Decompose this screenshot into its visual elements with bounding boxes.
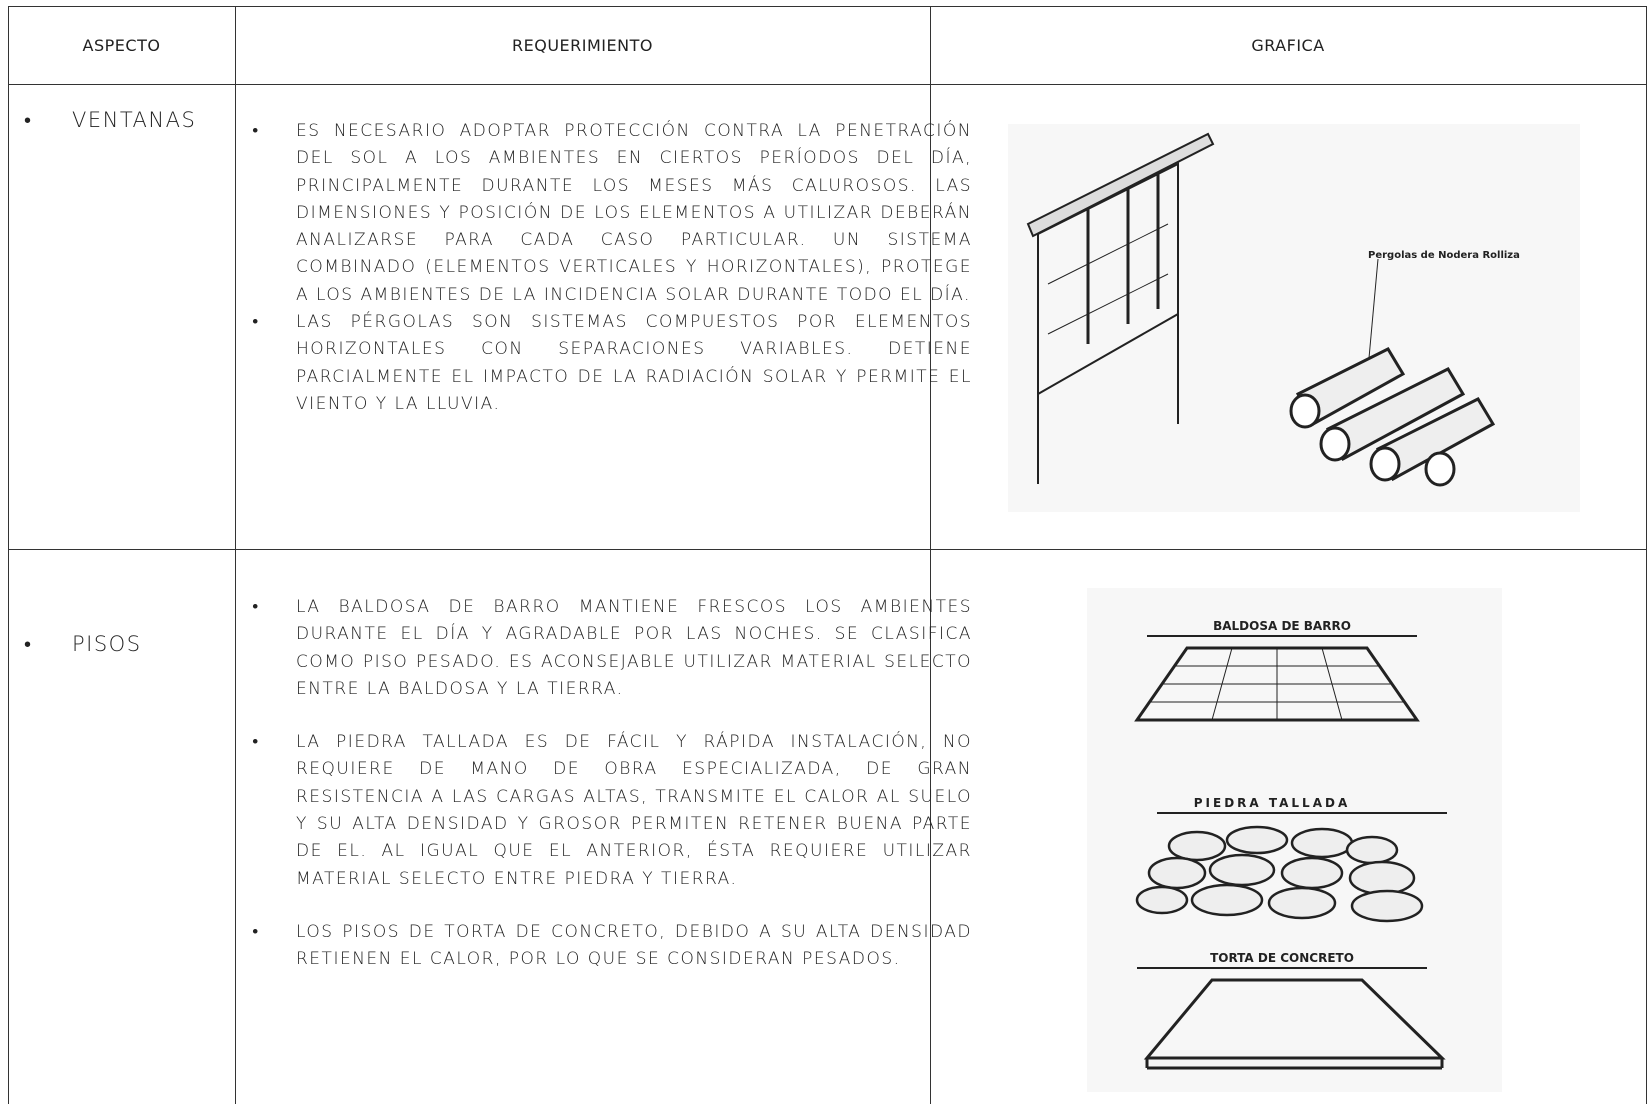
table-border: [8, 6, 1647, 7]
figure-label: Pergolas de Nodera Rolliza: [1368, 250, 1520, 261]
aspect: VENTANAS: [24, 108, 196, 133]
header-cell: ASPECTO: [82, 35, 161, 55]
requirement: LAS PÉRGOLAS SON SISTEMAS COMPUESTOS POR…: [246, 309, 972, 418]
pergola-figure: Pergolas de Nodera Rolliza: [1008, 124, 1580, 512]
requirement-list: LA BALDOSA DE BARRO MANTIENE FRESCOS LOS…: [246, 594, 972, 1000]
requirement-list: ES NECESARIO ADOPTAR PROTECCIÓN CONTRA L…: [246, 118, 972, 418]
table-border: [8, 84, 1647, 85]
table-border: [930, 6, 931, 1104]
figure-label: TORTA DE CONCRETO: [1210, 951, 1354, 965]
floor-figure: BALDOSA DE BARRO PIEDRA TALLADA TORTA DE…: [1087, 588, 1502, 1092]
header-cell: REQUERIMIENTO: [512, 35, 653, 55]
table-border: [235, 6, 236, 1104]
table-border: [8, 549, 1647, 550]
header-cell: GRAFICA: [1251, 35, 1325, 55]
requirement: LOS PISOS DE TORTA DE CONCRETO, DEBIDO A…: [246, 919, 972, 974]
figure-label: PIEDRA TALLADA: [1194, 796, 1351, 810]
requirement: LA PIEDRA TALLADA ES DE FÁCIL Y RÁPIDA I…: [246, 729, 972, 893]
requirement: ES NECESARIO ADOPTAR PROTECCIÓN CONTRA L…: [246, 118, 972, 309]
aspect: PISOS: [24, 632, 142, 657]
table-border: [8, 6, 9, 1104]
requirement: LA BALDOSA DE BARRO MANTIENE FRESCOS LOS…: [246, 594, 972, 703]
figure-label: BALDOSA DE BARRO: [1213, 619, 1351, 633]
